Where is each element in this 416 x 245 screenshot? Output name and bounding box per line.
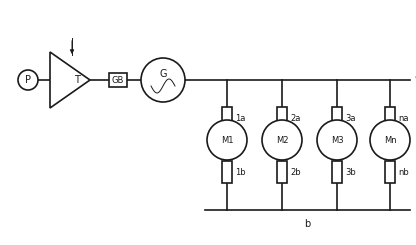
Circle shape bbox=[18, 70, 38, 90]
Text: 3a: 3a bbox=[345, 113, 356, 122]
Text: 2b: 2b bbox=[290, 168, 301, 176]
Text: b: b bbox=[305, 219, 311, 229]
Bar bbox=[277, 107, 287, 129]
Text: na: na bbox=[398, 113, 409, 122]
Circle shape bbox=[262, 120, 302, 160]
Text: a: a bbox=[414, 71, 416, 81]
Text: M3: M3 bbox=[331, 135, 343, 145]
Text: GB: GB bbox=[112, 75, 124, 85]
Text: 1a: 1a bbox=[235, 113, 245, 122]
Text: nb: nb bbox=[398, 168, 409, 176]
Bar bbox=[222, 161, 232, 183]
Text: 3b: 3b bbox=[345, 168, 356, 176]
Bar bbox=[385, 107, 395, 129]
Text: Mn: Mn bbox=[384, 135, 396, 145]
Text: 2a: 2a bbox=[290, 113, 300, 122]
Bar bbox=[385, 161, 395, 183]
Text: M1: M1 bbox=[221, 135, 233, 145]
Text: G: G bbox=[159, 69, 167, 79]
Polygon shape bbox=[50, 52, 90, 108]
Text: M2: M2 bbox=[276, 135, 288, 145]
Circle shape bbox=[207, 120, 247, 160]
Circle shape bbox=[141, 58, 185, 102]
Circle shape bbox=[370, 120, 410, 160]
Circle shape bbox=[317, 120, 357, 160]
Bar bbox=[277, 161, 287, 183]
Text: 1b: 1b bbox=[235, 168, 245, 176]
Bar bbox=[222, 107, 232, 129]
Bar bbox=[332, 161, 342, 183]
Bar bbox=[332, 107, 342, 129]
Bar bbox=[109, 73, 127, 87]
Text: P: P bbox=[25, 75, 31, 85]
Text: T: T bbox=[74, 75, 79, 85]
